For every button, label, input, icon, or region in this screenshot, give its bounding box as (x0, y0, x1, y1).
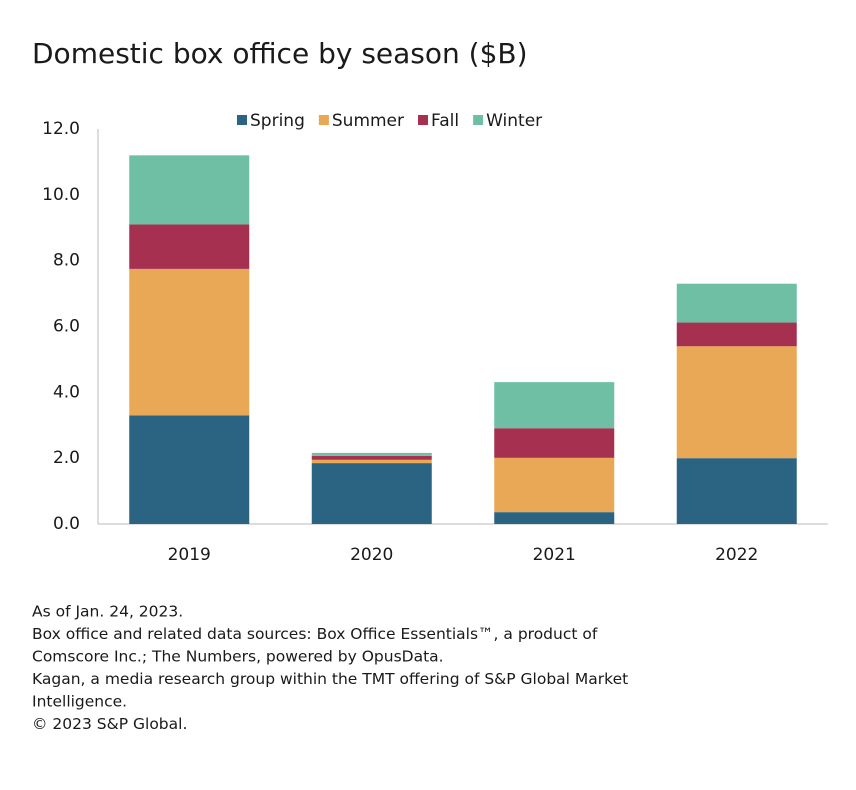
legend-swatch (473, 115, 484, 125)
y-tick-label: 6.0 (53, 317, 80, 337)
legend-swatch (318, 115, 329, 125)
footnote: As of Jan. 24, 2023. (32, 603, 183, 621)
x-tick-label: 2021 (533, 545, 576, 565)
bar-segment (129, 268, 250, 416)
bar-segment (676, 283, 797, 323)
legend-swatch (237, 115, 247, 125)
bar-segment (494, 428, 615, 458)
bar-segment (311, 463, 432, 524)
bar-segment (129, 224, 250, 269)
footnote: © 2023 S&P Global. (32, 715, 187, 733)
y-tick-label: 0.0 (53, 514, 80, 534)
legend-label: Fall (431, 111, 459, 131)
legend-label: Summer (332, 111, 404, 131)
footnote: Kagan, a media research group within the… (32, 670, 628, 688)
legend-label: Spring (250, 111, 305, 131)
footnote: Box office and related data sources: Box… (32, 625, 598, 643)
bar-segment (311, 452, 432, 456)
bar-segment (129, 415, 250, 524)
bar-segment (494, 382, 615, 429)
legend-label: Winter (486, 111, 542, 131)
x-tick-label: 2020 (350, 545, 393, 565)
x-tick-label: 2019 (168, 545, 211, 565)
y-tick-label: 2.0 (53, 448, 80, 468)
x-tick-label: 2022 (715, 545, 758, 565)
footnote: Intelligence. (32, 693, 127, 711)
y-tick-label: 4.0 (53, 382, 80, 402)
bar-segment (676, 346, 797, 459)
y-tick-label: 8.0 (53, 251, 80, 271)
footnote: Comscore Inc.; The Numbers, powered by O… (32, 648, 444, 666)
bar-segment (311, 459, 432, 464)
bar-segment (494, 457, 615, 513)
bar-segment (129, 155, 250, 225)
y-tick-label: 12.0 (42, 119, 80, 139)
legend-swatch (418, 115, 429, 125)
bar-segment (311, 455, 432, 460)
chart-title: Domestic box office by season ($B) (32, 37, 528, 70)
bar-segment (676, 322, 797, 347)
y-tick-label: 10.0 (42, 185, 80, 205)
bar-segment (676, 458, 797, 524)
bar-segment (494, 512, 615, 524)
